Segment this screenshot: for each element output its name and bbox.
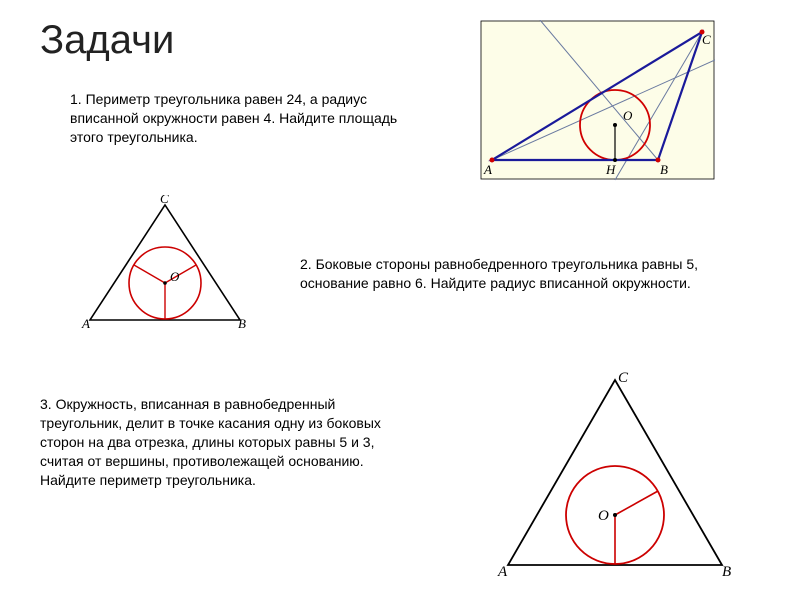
problem-2-text: 2. Боковые стороны равнобедренного треуг… xyxy=(300,255,720,293)
figure-3: A B C O xyxy=(490,370,740,580)
center-label-O: O xyxy=(623,108,633,123)
vertex-label-C: C xyxy=(618,370,629,386)
vertex-label-A: A xyxy=(483,162,492,177)
center-label-O: O xyxy=(598,508,609,524)
vertex-label-B: B xyxy=(722,564,731,580)
center-label-O: O xyxy=(170,269,180,284)
vertex-label-C: C xyxy=(702,32,711,47)
page-title: Задачи xyxy=(40,18,174,63)
figure-2: A B C O xyxy=(80,195,250,330)
point-label-H: H xyxy=(605,162,616,177)
vertex-label-B: B xyxy=(238,316,246,330)
problem-3-text: 3. Окружность, вписанная в равнобедренны… xyxy=(40,395,410,489)
problem-1-text: 1. Периметр треугольника равен 24, а рад… xyxy=(70,90,400,147)
vertex-label-C: C xyxy=(160,195,169,206)
vertex-label-A: A xyxy=(497,564,508,580)
vertex-label-B: B xyxy=(660,162,668,177)
vertex-label-A: A xyxy=(81,316,90,330)
figure-1: A B C O H xyxy=(480,20,715,185)
